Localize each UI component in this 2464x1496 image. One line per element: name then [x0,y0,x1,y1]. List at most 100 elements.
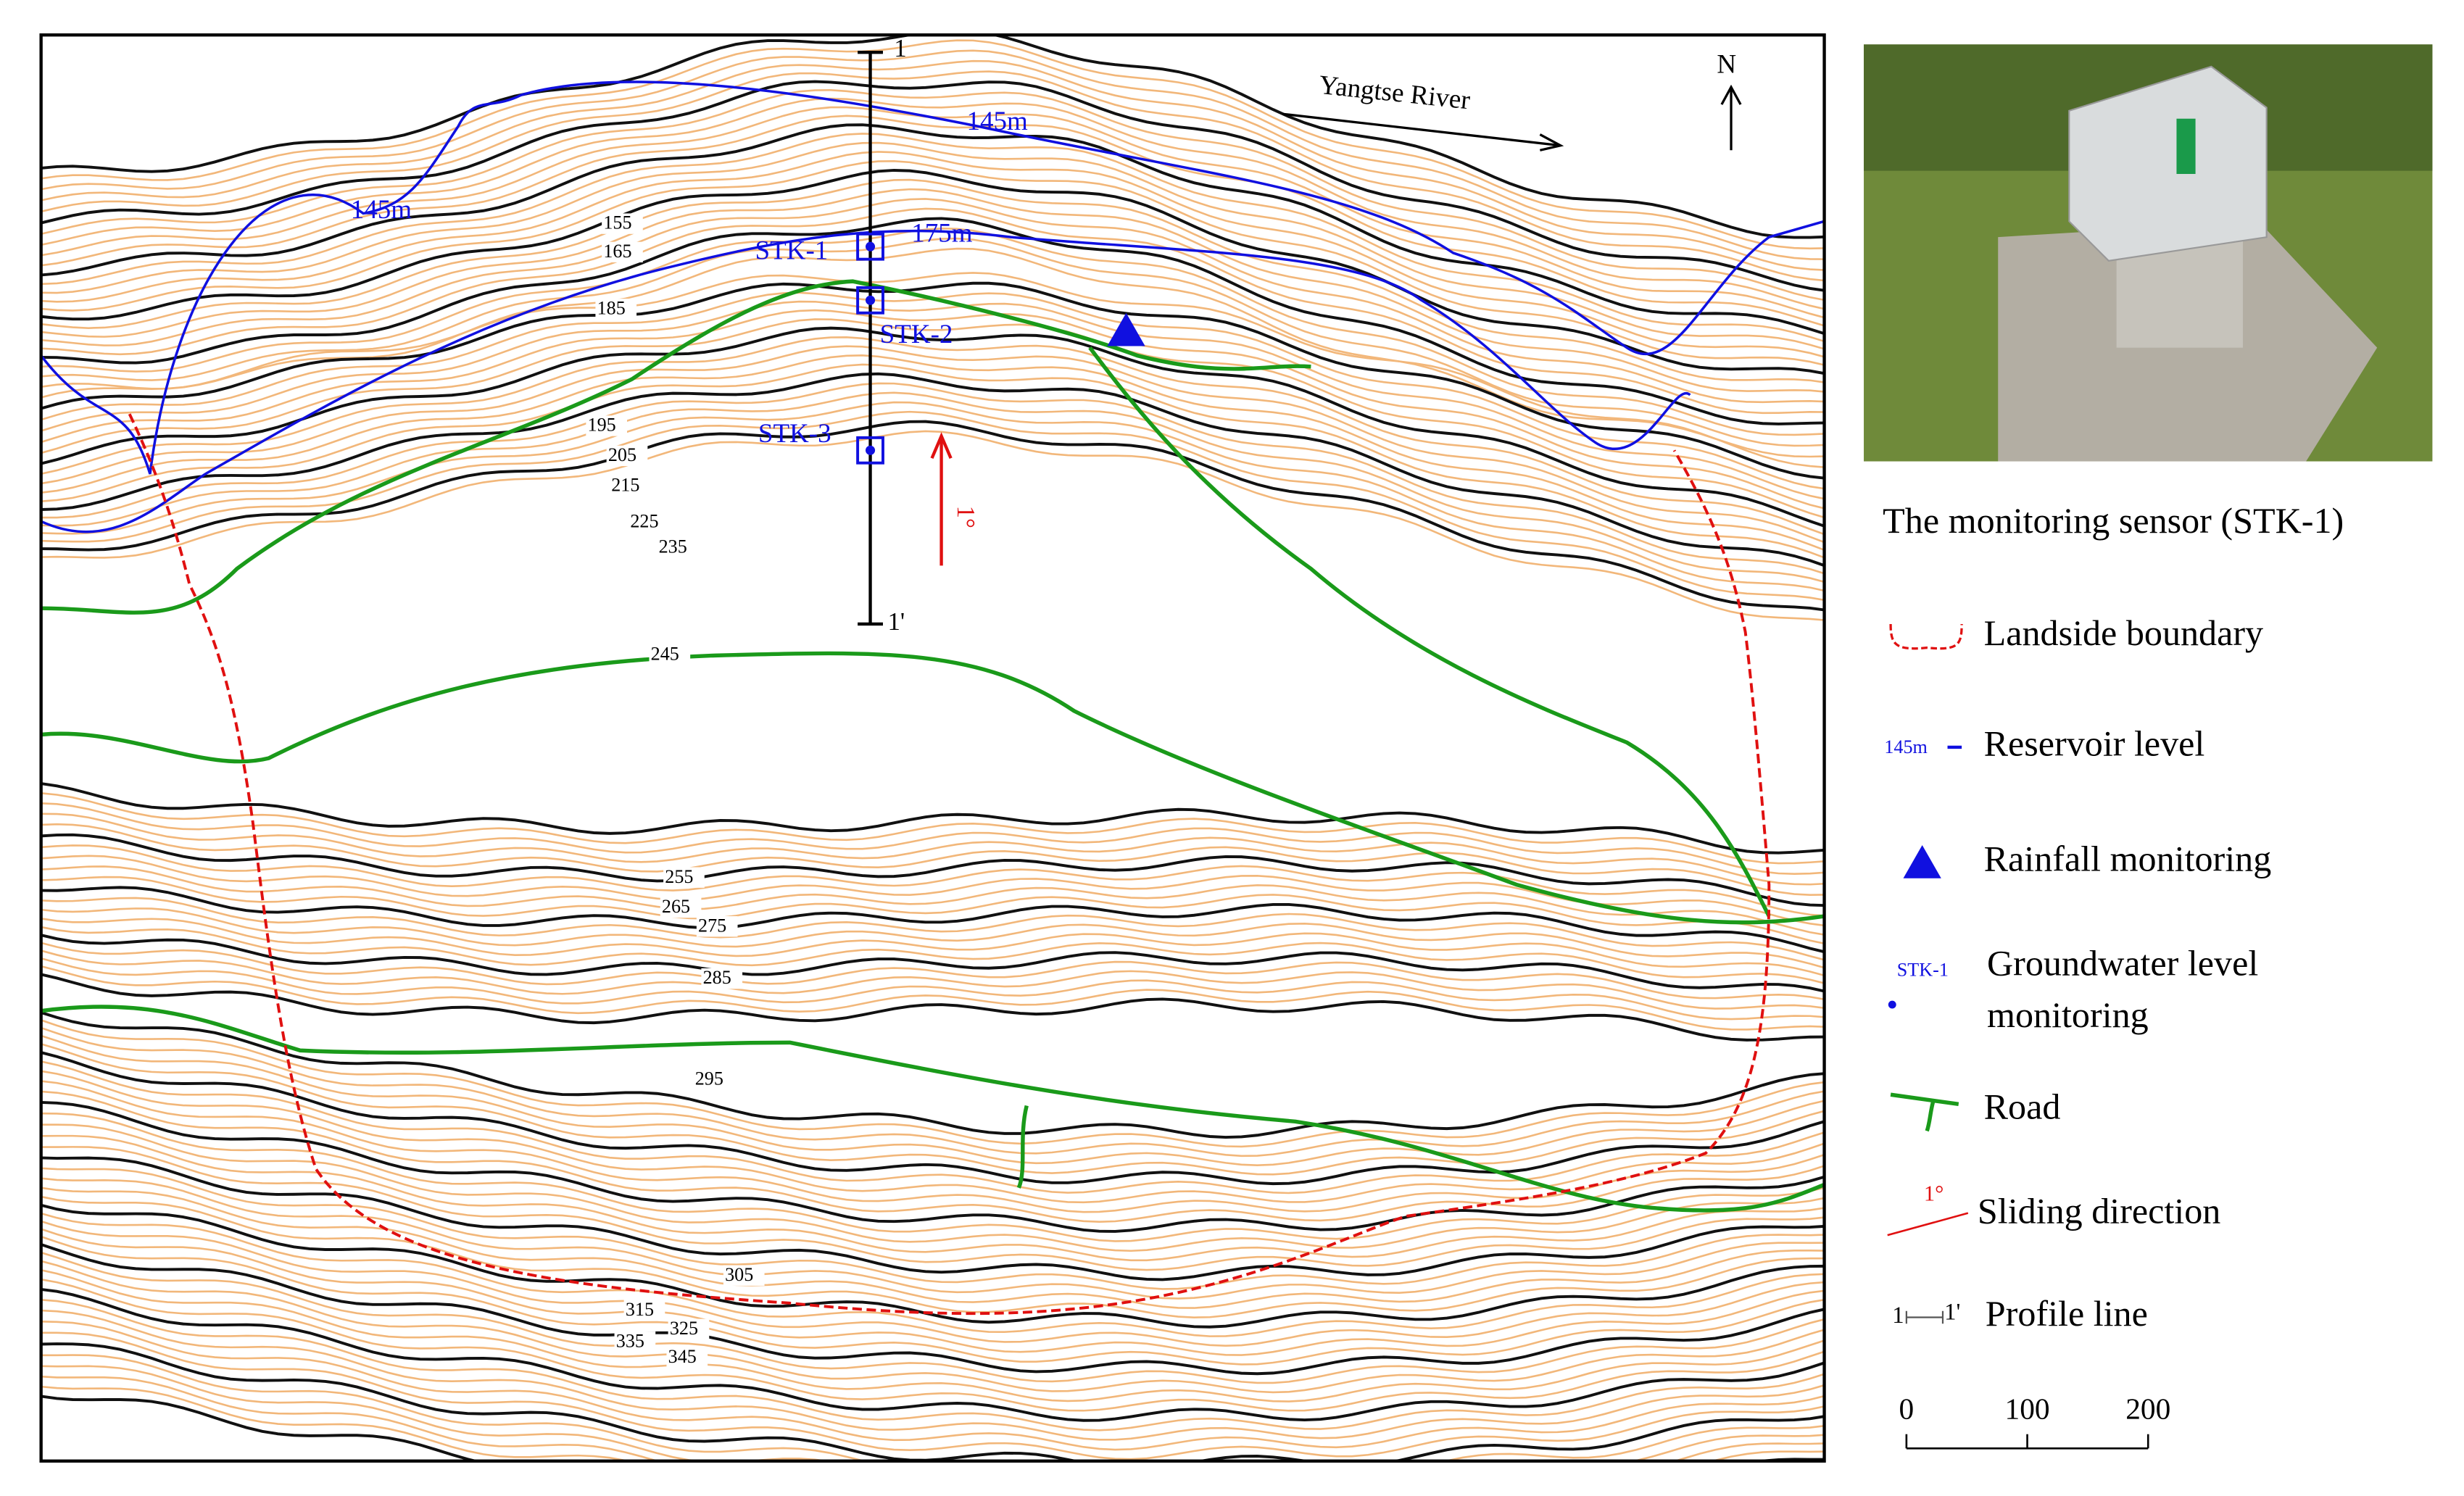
legend-rainfall-symbol [1903,844,1941,878]
contour-label-bg [668,1318,710,1339]
landslide-boundary [128,413,1771,1316]
contour [41,949,1825,1010]
index-contour [41,886,1825,954]
contour [41,227,1825,436]
contour [41,1034,1825,1166]
contour [41,1146,1825,1271]
index-contour [41,1203,1825,1329]
contour [41,70,1825,282]
river-arrow [1282,112,1561,147]
legend-symbol-text: 1' [1944,1300,1960,1326]
contour [41,401,1825,592]
roads [41,279,1825,1213]
index-contour [41,1100,1825,1233]
legend-label: Rainfall monitoring [1984,838,2272,878]
contour [41,198,1825,404]
contour [41,823,1825,896]
contour [41,1220,1825,1347]
contour-label-bg [663,867,705,888]
index-contour [41,217,1825,425]
contour [41,382,1825,575]
contour-label: 265 [662,896,690,917]
index-contour [41,973,1825,1042]
contour [41,318,1825,519]
contour-label: 225 [630,511,658,532]
well-dots [866,241,876,455]
scale-tick-label: 200 [2125,1392,2170,1426]
contour [41,918,1825,977]
contour [41,88,1825,302]
contour-label: 165 [603,241,631,262]
photo [1864,44,2433,462]
legend-symbol-text: 1 [1892,1302,1904,1329]
well-label: STK-1 [755,236,828,265]
index-contour [41,326,1825,528]
contour [41,430,1825,621]
contour [41,1090,1825,1223]
contour [41,1251,1825,1384]
contour [41,1212,1825,1337]
contour-label-bg [586,415,628,436]
rainfall-gauge [1107,312,1145,346]
contour [41,1228,1825,1356]
contour-label-bg [629,512,670,533]
contour-label: 305 [725,1264,753,1285]
contour-label-bg [595,299,637,320]
contour [41,59,1825,271]
reservoir-145 [41,80,1825,475]
north-label: N [1717,49,1736,79]
contour [41,141,1825,350]
legend-label: monitoring [1987,994,2149,1035]
index-contour [41,123,1825,336]
contour-label: 235 [659,536,687,557]
contour-label-bg [660,897,702,918]
legend-sliding-symbol [1887,1212,1969,1237]
contour [41,178,1825,383]
sliding-arrow-head [930,432,953,460]
contour-label: 275 [698,915,726,936]
index-contour [41,782,1825,855]
contour-label-bg [666,1347,708,1368]
contour [41,802,1825,875]
contour [41,1177,1825,1300]
contour [41,151,1825,358]
contour [41,942,1825,1001]
index-contour [41,80,1825,292]
contour [41,1195,1825,1318]
contour-label-bg [606,445,648,467]
contour [41,1321,1825,1451]
profile-start-label: 1 [894,34,906,62]
contour [41,1375,1825,1461]
profile-end-label: 1' [888,607,905,636]
index-contour [41,35,1825,239]
contour [41,1043,1825,1176]
contour [41,1070,1825,1204]
index-contour [41,934,1825,993]
contour [41,1269,1825,1402]
legend-label: Landside boundary [1984,612,2263,653]
contour [41,272,1825,468]
contour-label: 205 [608,444,636,465]
contour [41,1123,1825,1252]
contour-label-bg [723,1265,765,1286]
river-arrow-head [1539,133,1564,151]
sliding-angle-label: 1° [952,506,980,528]
contour [41,309,1825,510]
contour [41,115,1825,327]
contour [41,300,1825,500]
scale-tick-label: 0 [1899,1392,1915,1426]
well-label: STK-3 [758,419,831,449]
contour-lines [41,35,1825,1461]
contour [41,897,1825,961]
contour [41,865,1825,936]
legend-profile-symbol [1905,1310,1944,1324]
contour [41,926,1825,984]
photo-caption: The monitoring sensor (STK-1) [1883,500,2344,541]
index-contour [41,1051,1825,1186]
contour [41,1019,1825,1148]
contour [41,133,1825,343]
contour [41,1298,1825,1431]
map-frame [39,33,1826,1463]
well-symbols [856,232,884,465]
contour [41,957,1825,1021]
